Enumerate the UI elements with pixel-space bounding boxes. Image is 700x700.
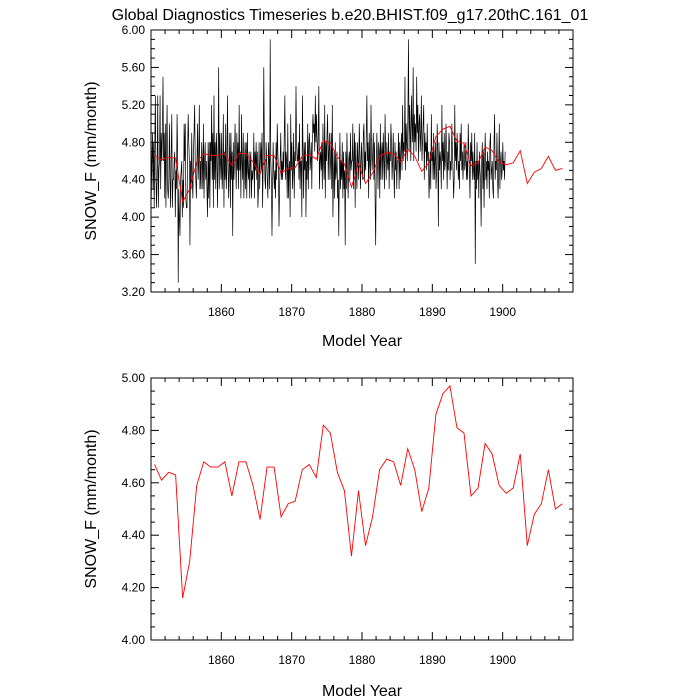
y-tick-label: 3.60 xyxy=(122,248,146,262)
bottom-series-line-0 xyxy=(154,384,563,599)
y-tick-label: 4.80 xyxy=(122,135,146,149)
x-tick-label: 1870 xyxy=(278,653,305,667)
x-tick-label: 1880 xyxy=(349,305,376,319)
bottom-plot-frame xyxy=(150,377,574,641)
y-tick-label: 4.20 xyxy=(122,581,146,595)
x-tick-label: 1860 xyxy=(208,305,235,319)
y-tick-label: 4.60 xyxy=(122,476,146,490)
top-plot-frame xyxy=(150,29,574,293)
x-tick-label: 1860 xyxy=(208,653,235,667)
y-tick-label: 5.00 xyxy=(122,371,146,385)
x-tick-label: 1900 xyxy=(489,305,516,319)
bottom-plot-data xyxy=(154,384,563,599)
y-tick-label: 4.00 xyxy=(122,633,146,647)
top-panel: Global Diagnostics Timeseries b.e20.BHIS… xyxy=(83,7,588,350)
y-tick-label: 4.00 xyxy=(122,210,146,224)
x-tick-label: 1880 xyxy=(349,653,376,667)
y-tick-label: 3.20 xyxy=(122,285,146,299)
bottom-y-axis-label: SNOW_F (mm/month) xyxy=(83,429,100,588)
top-plot-data xyxy=(150,39,563,283)
top-y-axis-label: SNOW_F (mm/month) xyxy=(83,81,100,240)
top-x-axis-label: Model Year xyxy=(322,333,403,350)
x-tick-label: 1890 xyxy=(419,305,446,319)
top-axis-ticks: 1860 1870 1880 1890 1900 3.20 3.60 4.00 4.40 4.80… xyxy=(122,23,573,319)
bottom-axis-ticks: 1860 1870 1880 1890 1900 4.00 4.20 4.40 4.60 4.80… xyxy=(122,371,573,667)
top-series-line-1 xyxy=(154,125,563,204)
x-tick-label: 1870 xyxy=(278,305,305,319)
y-tick-label: 6.00 xyxy=(122,23,146,37)
top-chart-title: Global Diagnostics Timeseries b.e20.BHIS… xyxy=(112,7,589,24)
y-tick-label: 5.60 xyxy=(122,60,146,74)
bottom-panel: 1860 1870 1880 1890 1900 4.00 4.20 4.40 4.60 4.80… xyxy=(83,371,574,700)
bottom-x-axis-label: Model Year xyxy=(322,683,403,700)
x-tick-label: 1890 xyxy=(419,653,446,667)
y-tick-label: 5.20 xyxy=(122,98,146,112)
y-tick-label: 4.40 xyxy=(122,528,146,542)
y-tick-label: 4.40 xyxy=(122,173,146,187)
top-series-line-0 xyxy=(150,39,506,283)
y-tick-label: 4.80 xyxy=(122,423,146,437)
x-tick-label: 1900 xyxy=(489,653,516,667)
